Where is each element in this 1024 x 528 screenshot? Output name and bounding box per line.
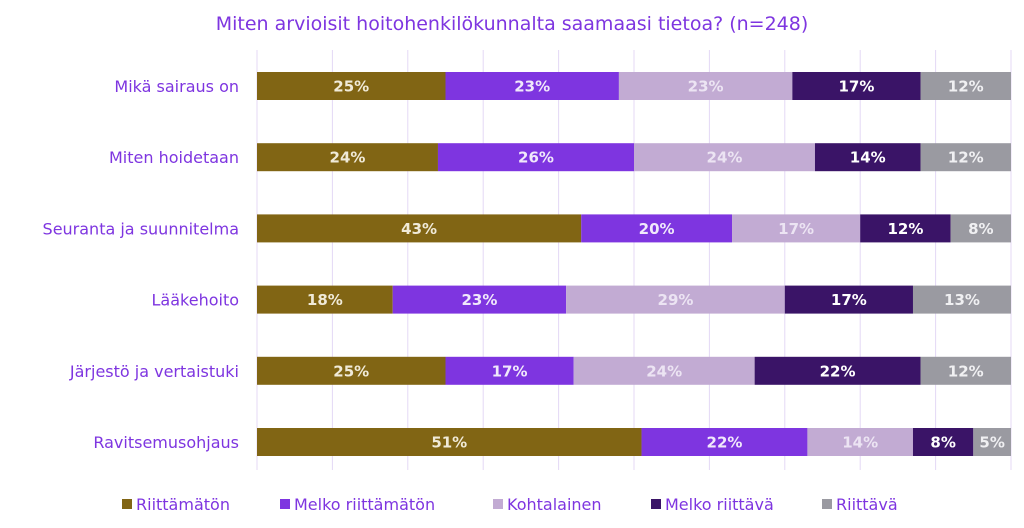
category-label: Miten hoidetaan <box>109 148 239 167</box>
data-label: 29% <box>658 291 694 309</box>
data-label: 12% <box>948 149 984 167</box>
data-label: 12% <box>948 78 984 96</box>
bar-segment <box>257 214 582 243</box>
bar-segment <box>973 428 1011 456</box>
data-label: 18% <box>307 291 343 309</box>
bar-segment <box>807 428 913 456</box>
data-label: 14% <box>850 149 886 167</box>
bar-segment <box>784 285 913 314</box>
data-label: 26% <box>518 149 554 167</box>
legend-label: Riittävä <box>836 495 898 514</box>
legend-label: Melko riittämätön <box>294 495 435 514</box>
bars: 25% 23% 23% 17% 12% 24% 26% 24% 14% 12% 43% 20% 17% 1… <box>257 72 1011 456</box>
data-label: 25% <box>333 78 369 96</box>
data-label: 12% <box>948 362 984 380</box>
legend-swatch <box>122 499 132 509</box>
data-label: 22% <box>707 434 743 452</box>
category-labels: Mikä sairaus on Miten hoidetaan Seuranta j… <box>43 77 239 452</box>
data-label: 12% <box>887 220 923 238</box>
legend-swatch <box>493 499 503 509</box>
legend-swatch <box>280 499 290 509</box>
bar-segment <box>634 143 815 172</box>
bar-segment <box>641 428 808 456</box>
data-label: 14% <box>842 434 878 452</box>
data-label: 24% <box>646 362 682 380</box>
category-label: Mikä sairaus on <box>114 77 239 96</box>
bar-segment <box>445 72 619 100</box>
bar-segment <box>573 356 755 385</box>
legend-swatch <box>822 499 832 509</box>
category-label: Lääkehoito <box>152 291 240 310</box>
category-label: Järjestö ja vertaistuki <box>69 362 239 381</box>
data-label: 13% <box>944 291 980 309</box>
gridlines <box>256 50 1012 470</box>
data-label: 23% <box>461 291 497 309</box>
legend-label: Melko riittävä <box>665 495 774 514</box>
legend-label: Kohtalainen <box>507 495 602 514</box>
bar-segment <box>566 285 785 314</box>
category-label: Ravitsemusohjaus <box>93 433 239 452</box>
data-label: 22% <box>820 362 856 380</box>
data-label: 25% <box>333 362 369 380</box>
data-label: 20% <box>639 220 675 238</box>
legend-swatch <box>651 499 661 509</box>
data-label: 17% <box>831 291 867 309</box>
bar-segment <box>920 143 1011 172</box>
chart-title: Miten arvioisit hoitohenkilökunnalta saa… <box>216 13 809 35</box>
bar-segment <box>257 356 446 385</box>
bar-segment <box>754 356 921 385</box>
bar-segment <box>792 72 921 100</box>
bar-segment <box>950 214 1011 243</box>
bar-segment <box>912 428 974 456</box>
bar-segment <box>618 72 793 100</box>
bar-segment <box>392 285 567 314</box>
bar-segment <box>912 285 1011 314</box>
data-label: 24% <box>707 149 743 167</box>
data-label: 17% <box>492 362 528 380</box>
data-label: 23% <box>514 78 550 96</box>
bar-segment <box>257 428 642 456</box>
bar-segment <box>814 143 921 172</box>
bar-segment <box>257 285 393 314</box>
bar-segment <box>860 214 951 243</box>
data-label: 17% <box>778 220 814 238</box>
data-label: 5% <box>979 434 1004 452</box>
bar-segment <box>920 356 1011 385</box>
legend-label: Riittämätön <box>136 495 230 514</box>
data-label: 8% <box>968 220 993 238</box>
data-label: 8% <box>930 434 955 452</box>
bar-segment <box>257 72 446 100</box>
data-label: 24% <box>330 149 366 167</box>
data-label: 17% <box>838 78 874 96</box>
data-label: 43% <box>401 220 437 238</box>
bar-segment <box>732 214 861 243</box>
bar-segment <box>437 143 634 172</box>
data-label: 51% <box>431 434 467 452</box>
bar-segment <box>445 356 574 385</box>
category-label: Seuranta ja suunnitelma <box>43 219 239 238</box>
data-label: 23% <box>688 78 724 96</box>
bar-segment <box>920 72 1011 100</box>
bar-segment <box>581 214 733 243</box>
legend: Riittämätön Melko riittämätön Kohtalainen M… <box>122 495 898 514</box>
bar-segment <box>257 143 438 172</box>
